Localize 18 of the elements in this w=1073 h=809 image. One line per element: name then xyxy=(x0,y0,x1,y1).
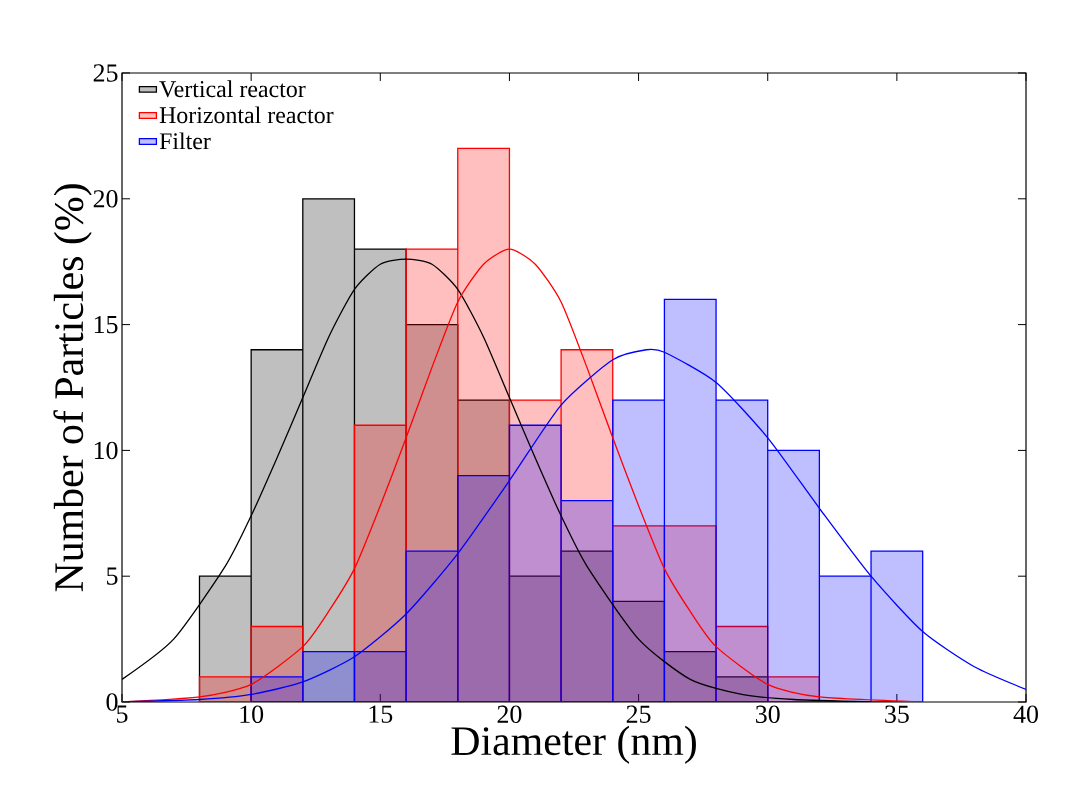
y-tick-label: 20 xyxy=(93,190,118,208)
x-tick-label: 20 xyxy=(497,705,522,723)
y-tick-label: 10 xyxy=(94,441,118,460)
x-axis-title: Diameter (nm) xyxy=(451,725,696,764)
legend-label: Filter xyxy=(159,132,211,150)
legend-label: Horizontal reactor xyxy=(159,106,334,124)
y-tick-label: 15 xyxy=(94,315,118,334)
legend-label: Vertical reactor xyxy=(159,80,306,98)
x-tick-label: 10 xyxy=(240,705,264,723)
y-tick-label: 0 xyxy=(106,693,118,711)
x-tick-label: 25 xyxy=(626,705,651,723)
y-tick-label: 5 xyxy=(107,567,118,585)
x-tick-label: 30 xyxy=(756,705,780,723)
y-tick-label: 25 xyxy=(93,64,118,82)
x-tick-label: 40 xyxy=(1013,705,1038,723)
x-tick-label: 35 xyxy=(885,705,909,723)
y-axis-title: Number of Particles (%) xyxy=(53,184,92,592)
x-tick-label: 15 xyxy=(369,705,393,723)
